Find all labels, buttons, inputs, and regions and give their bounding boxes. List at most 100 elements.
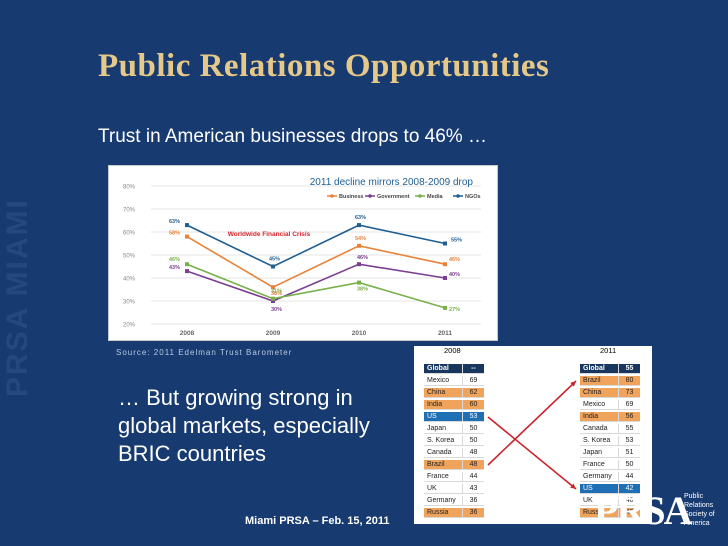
table-country: France [424,472,462,482]
logo-word: America [684,520,710,527]
data-label: 27% [449,307,460,313]
table-value: 55 [618,424,640,434]
growing-text: … But growing strong in global markets, … [118,384,408,468]
table-value: -- [462,364,484,374]
table-value: 48 [462,448,484,458]
table-value: 60 [462,400,484,410]
y-tick-label: 60% [123,231,136,237]
trust-ranking-tables: 2008 Global -- Mexico 69 China 62 India 60 US 53 Ja… [414,346,652,524]
data-point [357,223,361,228]
table-country: UK [424,484,462,494]
prsa-logo-mark: PRSA [594,488,692,533]
data-point [443,276,447,280]
slide-footer: Miami PRSA – Feb. 15, 2011 [245,515,390,527]
arrow-head [570,381,576,387]
table-value: 50 [618,460,640,470]
table-country: Global [580,364,618,374]
table-year: 2008 [444,346,461,355]
table-value: 69 [462,376,484,386]
table-year: 2011 [600,346,617,355]
y-tick-label: 80% [123,185,136,191]
table-value: 73 [618,388,640,398]
chart-annotation: Worldwide Financial Crisis [228,231,311,238]
table-country: Russia [580,508,618,518]
table-value: 36 [462,508,484,518]
data-point [443,262,447,267]
y-tick-label: 30% [123,300,136,306]
data-point [185,234,189,239]
data-label: 58% [169,231,180,237]
data-point [185,269,189,274]
table-value: 50 [462,424,484,434]
legend-label: Business [339,194,363,200]
data-point [271,285,275,290]
table-country: US [580,484,618,494]
table-country: Brazil [580,376,618,386]
x-tick-label: 2010 [352,330,367,337]
table-value: 48 [462,460,484,470]
table-value: 69 [618,400,640,410]
table-country: Mexico [580,400,618,410]
ranking-arrow [487,416,577,490]
legend-label: NGOs [465,194,481,200]
table-value: 50 [462,436,484,446]
x-tick-label: 2009 [266,330,281,337]
table-country: Canada [580,424,618,434]
logo-word: Public [684,493,704,500]
slide-subtitle: Trust in American businesses drops to 46… [98,126,487,147]
table-country: India [424,400,462,410]
table-country: S. Korea [424,436,462,446]
table-value: 53 [618,436,640,446]
data-label: 40% [449,272,460,278]
x-tick-label: 2011 [438,330,452,337]
table-value: 44 [462,472,484,482]
table-country: Germany [580,472,618,482]
slide-title: Public Relations Opportunities [98,48,550,84]
table-value: 43 [462,484,484,494]
legend-marker [456,194,460,198]
series-line [186,235,446,289]
table-value: 36 [462,496,484,506]
table-value: 40 [618,496,640,506]
data-point [271,264,275,269]
side-brand-text: PRSA MIAMI [1,198,34,397]
table-country: Mexico [424,376,462,386]
table-country: Russia [424,508,462,518]
arrow-head [570,483,576,489]
x-tick-label: 2008 [180,330,195,337]
side-brand-watermark: PRSA MIAMI [0,170,38,397]
table-country: Global [424,364,462,374]
data-label: 30% [271,307,282,313]
y-tick-label: 40% [123,277,136,283]
data-point [357,262,361,267]
logo-word: Society of [684,511,715,518]
series-line [186,224,446,268]
y-tick-label: 50% [123,254,136,260]
data-label: 55% [451,238,462,244]
y-tick-label: 70% [123,208,136,214]
table-value: 80 [618,376,640,386]
table-value: 44 [618,472,640,482]
table-value: 53 [462,412,484,422]
chart-source: Source: 2011 Edelman Trust Barometer [116,348,293,357]
data-label: 63% [169,219,180,225]
data-label: 38% [357,287,368,293]
table-value: 40 [618,508,640,518]
table-country: Japan [580,448,618,458]
data-label: 46% [169,257,180,263]
table-value: 51 [618,448,640,458]
table-country: Japan [424,424,462,434]
growing-line-2: global markets, especially [118,413,370,438]
data-point [357,280,361,285]
prsa-logo: PRSA Public Relations Society of America [594,486,724,544]
data-point [271,296,275,301]
ranking-arrows [487,380,577,490]
data-point [357,243,361,248]
data-label: 54% [355,236,366,242]
growing-line-1: … But growing strong in [118,385,353,410]
table-country: China [424,388,462,398]
data-label: 63% [355,215,366,221]
data-point [185,223,189,228]
table-country: China [580,388,618,398]
